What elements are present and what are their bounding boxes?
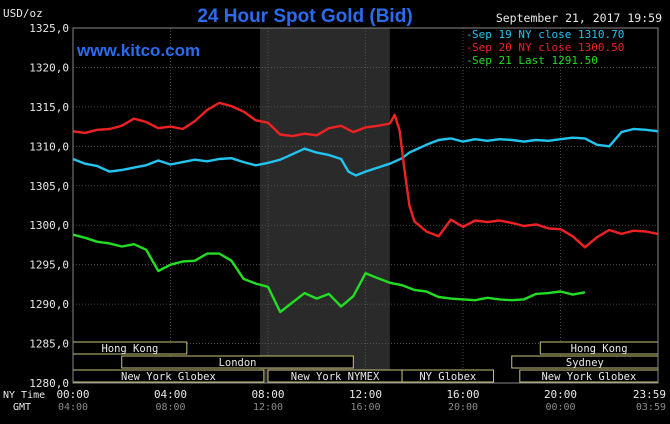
y-tick-label: 1320,0 [29, 61, 69, 74]
series-line-sep-20 [72, 101, 659, 249]
x-tick-label-ny: 20:00 [544, 388, 577, 401]
x-tick-label-ny: 08:00 [251, 388, 284, 401]
session-box: Hong Kong [539, 341, 659, 355]
session-label: Hong Kong [101, 343, 158, 355]
session-shading [259, 28, 390, 383]
session-box: London [121, 355, 354, 369]
y-tick-label: 1310,0 [29, 140, 69, 153]
session-label: NY Globex [419, 371, 476, 383]
x-tick-label-gmt: 03:59 [636, 402, 666, 413]
y-tick-label: 1280,0 [29, 377, 69, 390]
gmt-axis-label: GMT [13, 402, 31, 413]
chart-title: 24 Hour Spot Gold (Bid) [197, 6, 412, 27]
brand-watermark: www.kitco.com [76, 41, 200, 60]
legend-entry: Sep 19 NY close 1310.70 [472, 28, 624, 41]
x-tick-label-gmt: 08:00 [155, 402, 185, 413]
x-tick-label-gmt: 04:00 [58, 402, 88, 413]
grid [73, 28, 658, 383]
session-box: NY Globex [401, 369, 494, 383]
y-tick-label: 1325,0 [29, 22, 69, 35]
session-box: New York Globex [519, 369, 659, 383]
y-unit-label: USD/oz [3, 7, 43, 20]
legend: Sep 19 NY close 1310.70 Sep 20 NY close … [466, 28, 624, 67]
session-label: New York Globex [541, 371, 636, 383]
ny-time-axis-label: NY Time [3, 390, 45, 401]
y-tick-label: 1300,0 [29, 219, 69, 232]
y-axis-ticks: 1325,0 1320,0 1315,0 1310,0 1305,0 1300,0 1295… [29, 22, 69, 390]
session-box: Hong Kong [72, 341, 188, 355]
x-tick-label-gmt: 16:00 [350, 402, 380, 413]
x-tick-label-gmt: 12:00 [253, 402, 283, 413]
legend-marker: - [466, 28, 473, 41]
x-tick-label-gmt: 00:00 [545, 402, 575, 413]
plot-border [72, 27, 659, 384]
session-box: Sydney [511, 355, 659, 369]
x-tick-label-ny: 00:00 [56, 388, 89, 401]
x-tick-label-ny: 23:59 [633, 388, 666, 401]
legend-marker: - [466, 41, 473, 54]
y-tick-label: 1290,0 [29, 298, 69, 311]
x-tick-label-ny: 12:00 [349, 388, 382, 401]
session-box: New York NYMEX [267, 369, 403, 383]
chart-datetime: September 21, 2017 19:59 [496, 11, 662, 25]
series-line-sep-19 [72, 127, 659, 177]
y-tick-label: 1315,0 [29, 101, 69, 114]
x-tick-label-ny: 04:00 [154, 388, 187, 401]
session-label: New York Globex [121, 371, 216, 383]
session-box-frame [401, 369, 494, 383]
session-box-frame [121, 355, 354, 369]
legend-entry: Sep 21 Last 1291.50 [472, 54, 598, 67]
series-line-sep-21 [72, 233, 586, 314]
y-tick-label: 1305,0 [29, 180, 69, 193]
session-box: New York Globex [72, 369, 265, 383]
session-label: Hong Kong [571, 343, 628, 355]
session-label: New York NYMEX [291, 371, 380, 383]
y-tick-label: 1295,0 [29, 259, 69, 272]
session-label: London [219, 357, 257, 369]
y-tick-label: 1285,0 [29, 338, 69, 351]
legend-entry: Sep 20 NY close 1300.50 [472, 41, 624, 54]
session-label: Sydney [566, 357, 604, 369]
x-tick-label-gmt: 20:00 [448, 402, 478, 413]
x-axis-ticks: 00:0004:0004:0008:0008:0012:0012:0016:00… [56, 388, 666, 413]
legend-marker: - [466, 54, 473, 67]
x-tick-label-ny: 16:00 [446, 388, 479, 401]
price-series [72, 101, 659, 314]
